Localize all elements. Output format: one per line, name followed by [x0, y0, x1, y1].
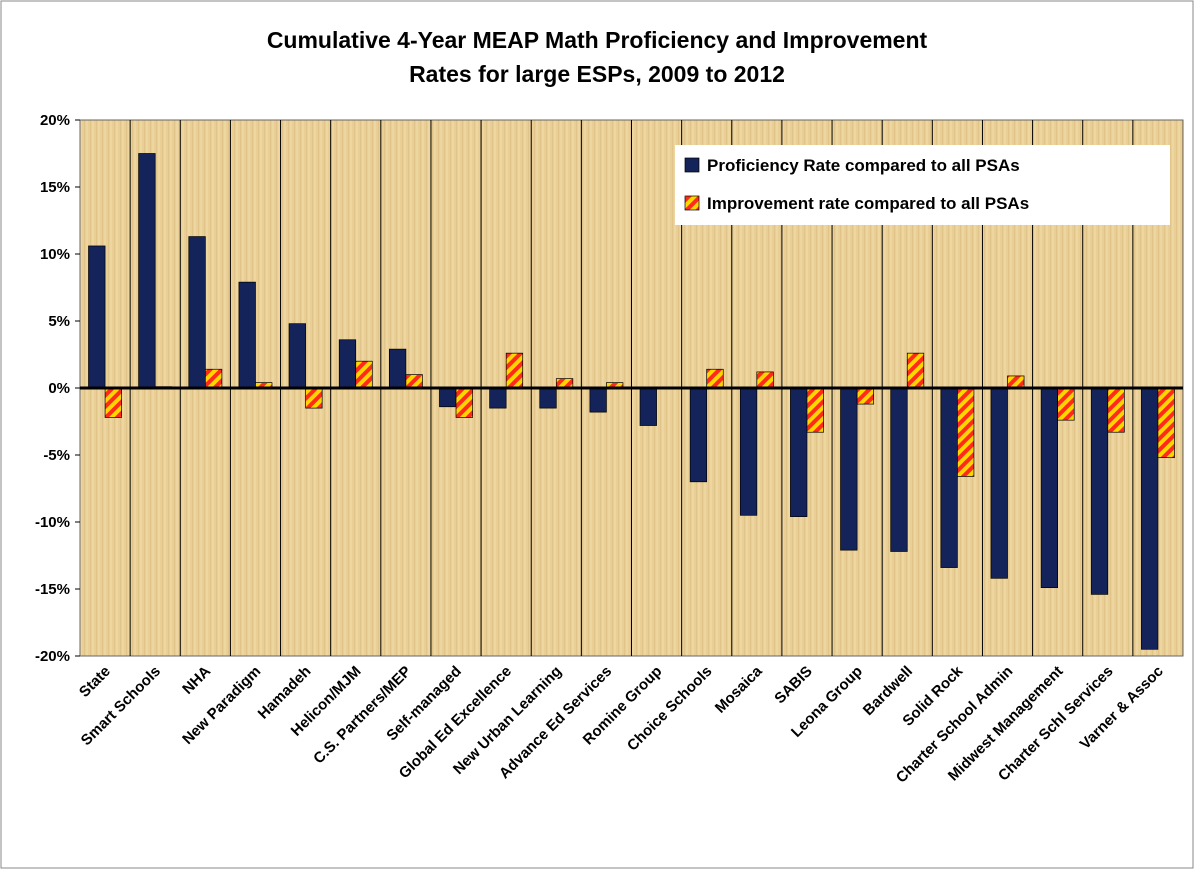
y-tick-label: 15%: [40, 179, 70, 196]
bar: [1007, 375, 1025, 389]
y-tick-label: 0%: [48, 380, 70, 397]
bar: [204, 368, 223, 389]
bar: [505, 352, 524, 389]
bar: [689, 387, 708, 483]
legend: [675, 145, 1170, 225]
bar: [890, 387, 908, 552]
bar: [1141, 387, 1159, 650]
bar: [104, 387, 122, 418]
y-tick-label: -10%: [35, 514, 70, 531]
bar: [756, 371, 774, 389]
bar: [1057, 387, 1075, 421]
bar: [489, 387, 507, 409]
bar: [806, 387, 824, 433]
bar: [405, 374, 423, 389]
bar: [388, 348, 407, 389]
bar: [439, 387, 457, 408]
bar: [238, 281, 256, 389]
legend-swatch: [684, 195, 700, 211]
bar: [990, 387, 1008, 579]
bar: [305, 387, 323, 409]
legend-swatch: [684, 157, 700, 173]
bar: [739, 387, 758, 516]
bar: [338, 339, 357, 389]
legend-label: Improvement rate compared to all PSAs: [707, 194, 1029, 213]
y-tick-label: 10%: [40, 246, 70, 263]
bar: [906, 352, 925, 389]
bar: [138, 153, 156, 389]
bar: [1157, 387, 1175, 459]
bar: [840, 387, 858, 551]
y-tick-label: 20%: [40, 112, 70, 129]
legend-label: Proficiency Rate compared to all PSAs: [707, 156, 1020, 175]
bar: [589, 387, 607, 413]
y-tick-label: -15%: [35, 581, 70, 598]
bar: [1090, 387, 1109, 595]
bar: [355, 360, 373, 389]
bar: [1040, 387, 1059, 589]
y-tick-label: -5%: [43, 447, 70, 464]
bar: [957, 387, 975, 477]
y-tick-label: -20%: [35, 648, 70, 665]
bar: [455, 387, 473, 418]
bar: [288, 323, 306, 389]
chart-title: Cumulative 4-Year MEAP Math Proficiency …: [267, 27, 928, 53]
y-tick-label: 5%: [48, 313, 70, 330]
bar: [940, 387, 958, 568]
chart-title: Rates for large ESPs, 2009 to 2012: [409, 61, 785, 87]
bar: [1107, 387, 1125, 433]
bar: [639, 387, 657, 426]
bar: [539, 387, 557, 409]
bar: [856, 387, 875, 405]
bar: [88, 245, 106, 389]
bar: [188, 236, 206, 389]
bar: [706, 368, 724, 389]
bar: [790, 387, 808, 517]
